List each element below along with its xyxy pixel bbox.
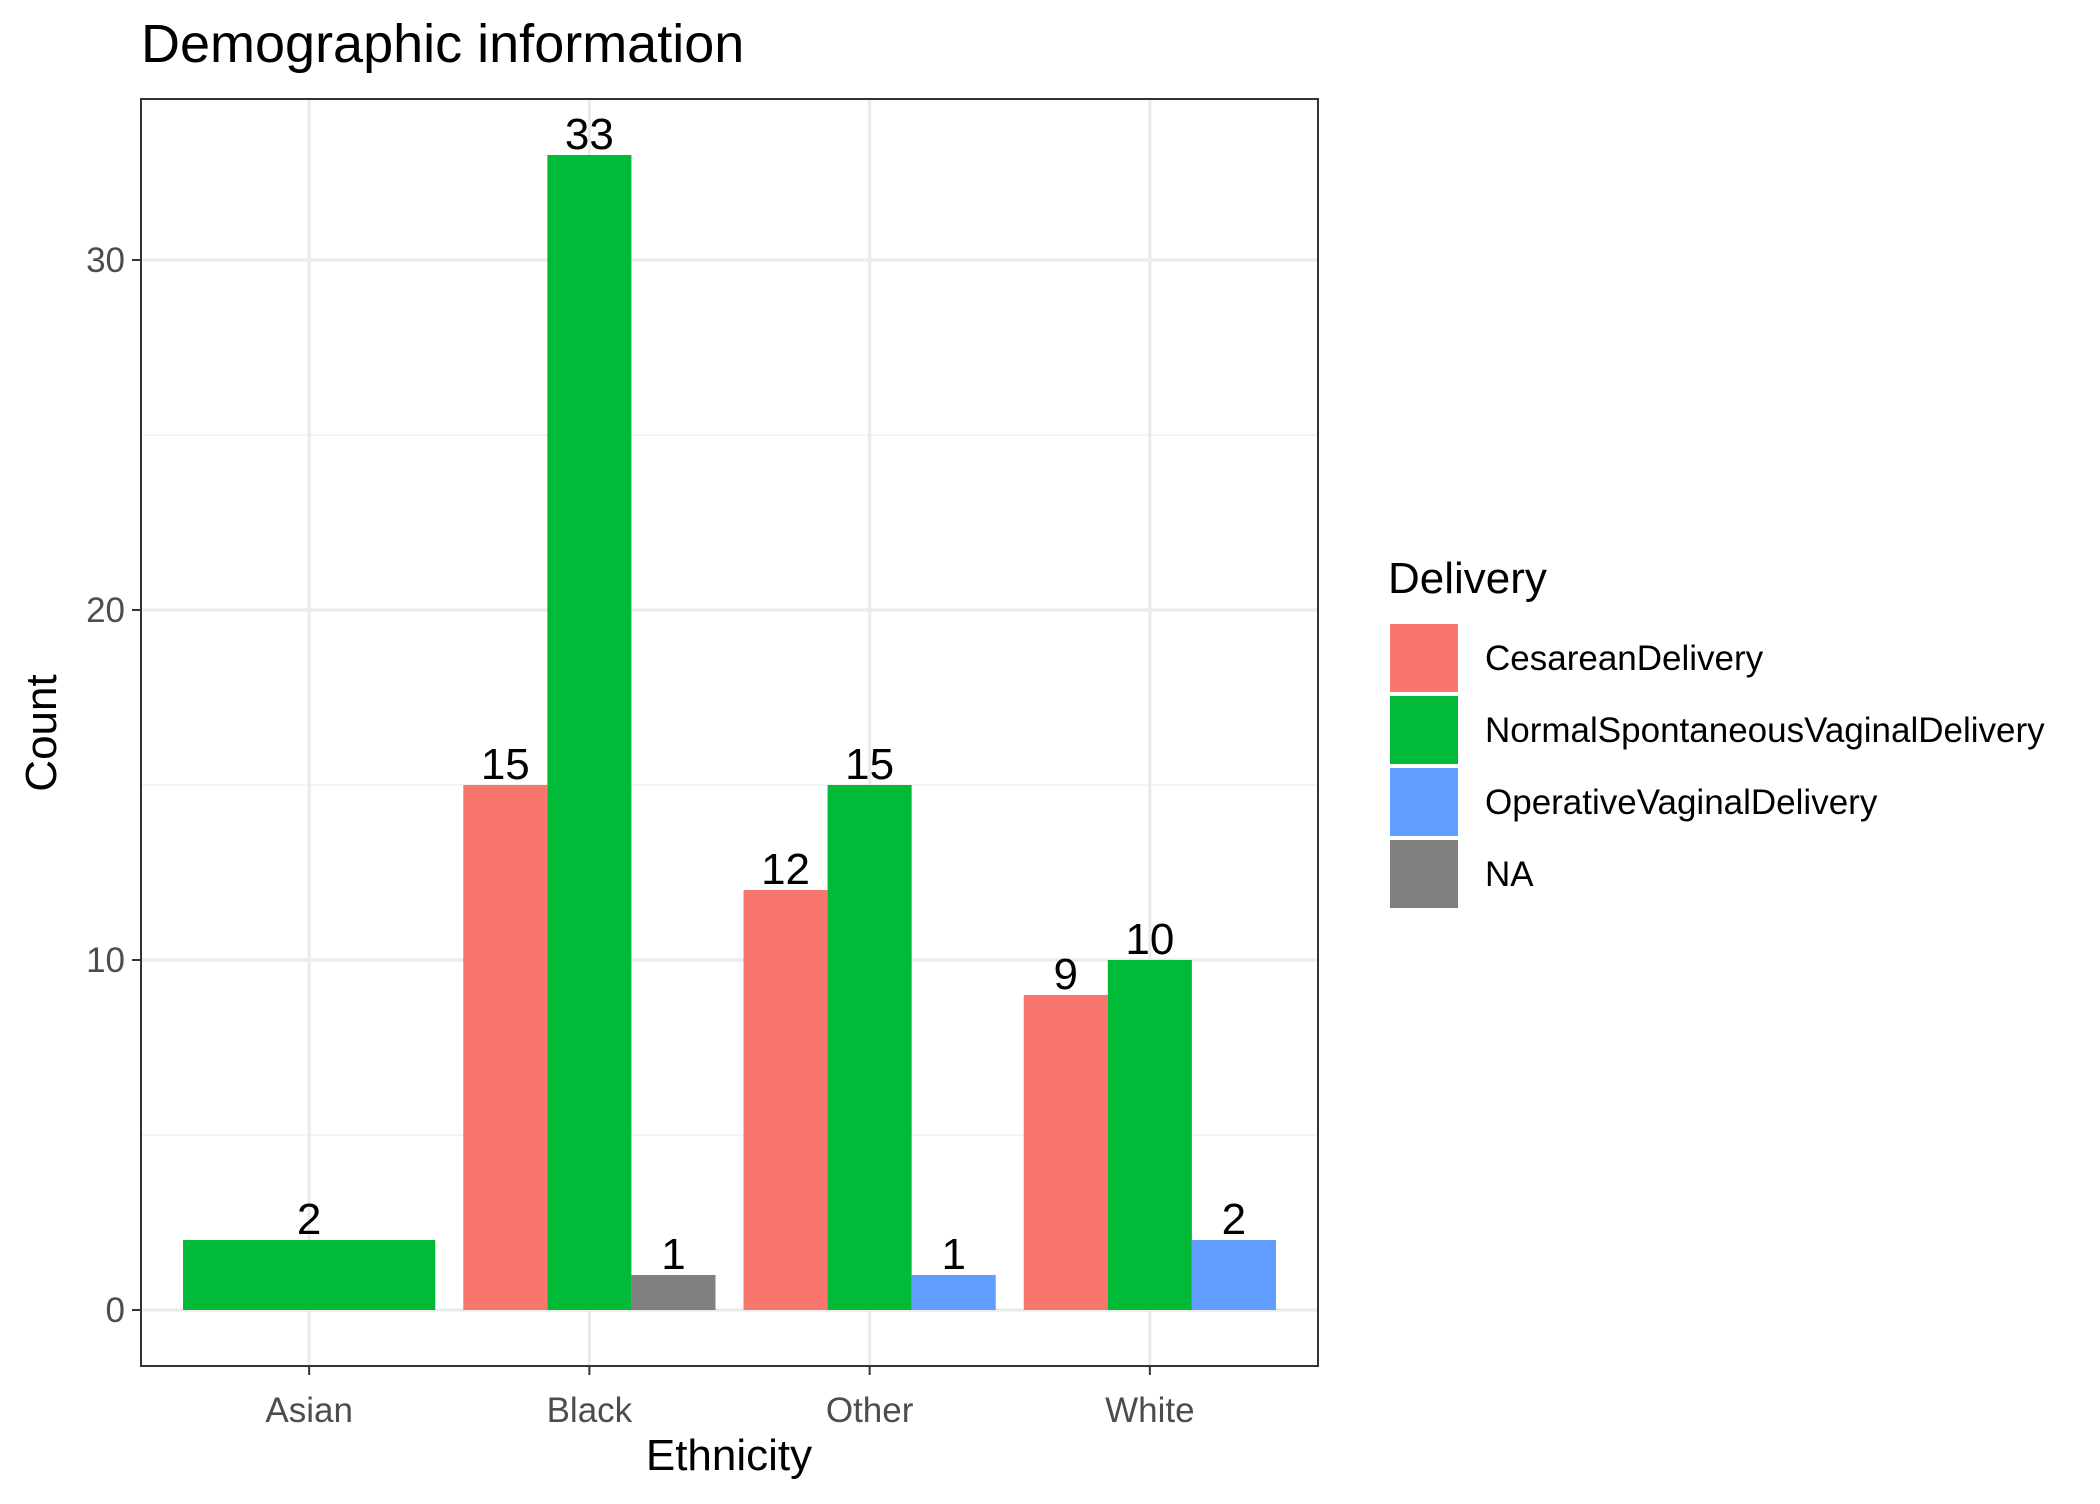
- bar-black-normalspontaneousvaginaldelivery: [547, 155, 632, 1310]
- bar-white-cesareandelivery: [1023, 995, 1108, 1310]
- bar-asian-normalspontaneousvaginaldelivery: [183, 1240, 436, 1310]
- x-tick-label: Black: [547, 1391, 633, 1430]
- data-label: 1: [661, 1230, 685, 1279]
- y-tick-label: 0: [106, 1291, 125, 1330]
- legend-key-cesareandelivery: [1390, 624, 1458, 692]
- data-label: 1: [941, 1230, 965, 1279]
- legend-key-na: [1390, 840, 1458, 908]
- data-label: 2: [1222, 1195, 1246, 1244]
- y-tick-label: 20: [86, 591, 125, 630]
- data-label: 12: [761, 845, 810, 894]
- legend-label: OperativeVaginalDelivery: [1485, 783, 1878, 822]
- x-tick-label: White: [1105, 1391, 1194, 1430]
- legend-label: NA: [1485, 855, 1534, 894]
- bar-white-normalspontaneousvaginaldelivery: [1107, 960, 1192, 1310]
- y-tick-label: 10: [86, 941, 125, 980]
- bar-black-na: [631, 1275, 716, 1310]
- bar-black-cesareandelivery: [463, 785, 548, 1310]
- bar-other-operativevaginaldelivery: [911, 1275, 996, 1310]
- legend-title: Delivery: [1388, 554, 1547, 603]
- bar-other-cesareandelivery: [743, 890, 828, 1310]
- legend-key-normalspontaneousvaginaldelivery: [1390, 696, 1458, 764]
- data-label: 15: [481, 740, 530, 789]
- bar-other-normalspontaneousvaginaldelivery: [827, 785, 912, 1310]
- legend-label: NormalSpontaneousVaginalDelivery: [1485, 711, 2045, 750]
- data-label: 10: [1125, 915, 1174, 964]
- chart-title: Demographic information: [141, 14, 744, 74]
- x-axis-title: Ethnicity: [646, 1431, 812, 1480]
- plot-border: [140, 98, 1319, 1367]
- data-label: 9: [1054, 950, 1078, 999]
- data-label: 15: [845, 740, 894, 789]
- legend-label: CesareanDelivery: [1485, 639, 1764, 678]
- y-axis-title: Count: [17, 674, 66, 791]
- data-label: 33: [565, 110, 614, 159]
- legend: Delivery CesareanDelivery NormalSpontaneo…: [1388, 554, 2045, 908]
- data-label: 2: [297, 1195, 321, 1244]
- bar-white-operativevaginaldelivery: [1191, 1240, 1276, 1310]
- x-tick-label: Asian: [265, 1391, 353, 1430]
- legend-key-operativevaginaldelivery: [1390, 768, 1458, 836]
- x-tick-label: Other: [826, 1391, 914, 1430]
- y-tick-label: 30: [86, 241, 125, 280]
